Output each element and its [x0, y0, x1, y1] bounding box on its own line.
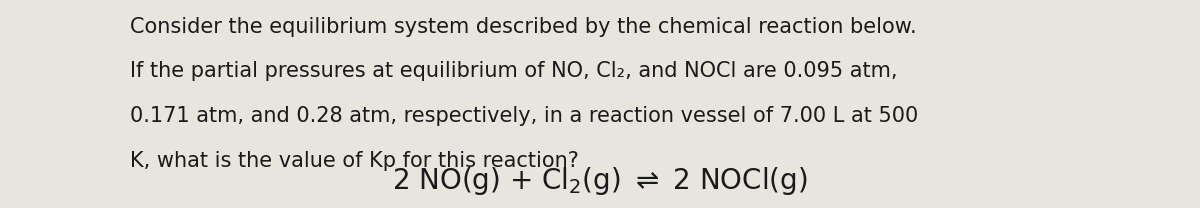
Text: Consider the equilibrium system described by the chemical reaction below.: Consider the equilibrium system describe…	[130, 17, 917, 37]
Text: If the partial pressures at equilibrium of NO, Cl₂, and NOCl are 0.095 atm,: If the partial pressures at equilibrium …	[130, 61, 898, 81]
Text: 2 NO(g) + Cl$_2$(g) $\rightleftharpoons$ 2 NOCl(g): 2 NO(g) + Cl$_2$(g) $\rightleftharpoons$…	[392, 165, 808, 197]
Text: K, what is the value of Kp for this reaction?: K, what is the value of Kp for this reac…	[130, 151, 578, 171]
Text: 0.171 atm, and 0.28 atm, respectively, in a reaction vessel of 7.00 L at 500: 0.171 atm, and 0.28 atm, respectively, i…	[130, 106, 918, 126]
